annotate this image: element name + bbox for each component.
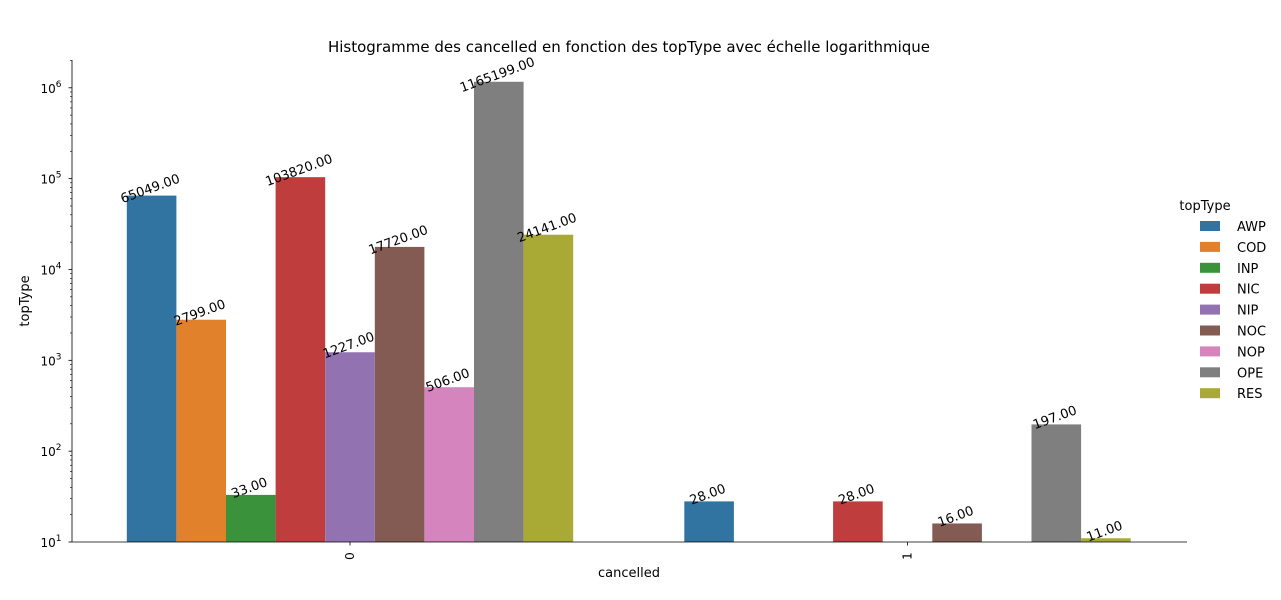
bar-res-1 [1081, 538, 1131, 542]
bar-nic-1 [833, 501, 883, 542]
legend-swatch-awp [1200, 221, 1220, 231]
bar-awp-0 [126, 195, 177, 543]
legend-swatch-inp [1200, 262, 1220, 273]
chart-title: Histogramme des cancelled en fonction de… [328, 38, 930, 56]
x-tick-label-0: 0 [343, 552, 357, 560]
legend-swatch-noc [1200, 325, 1220, 336]
bar-ope-1 [1031, 424, 1082, 542]
legend: topType AWP COD INP NIC NIP NOC NOP OPE RES [1179, 199, 1266, 402]
bar-nic-0 [275, 177, 326, 542]
y-tick-label: 103 [40, 352, 61, 368]
bar-nip-0 [325, 352, 375, 542]
legend-label-ope: OPE [1237, 366, 1263, 381]
bar-inp-0 [226, 494, 276, 542]
plot-area: 65049.0028.002799.0033.00103820.0028.001… [119, 55, 1131, 545]
legend-items: AWP COD INP NIC NIP NOC NOP OPE RES [1200, 220, 1266, 402]
y-tick-label: 106 [40, 80, 61, 96]
legend-swatch-cod [1200, 241, 1220, 252]
legend-label-res: RES [1237, 387, 1263, 402]
y-axis-label: topType [18, 275, 33, 326]
bar-cod-0 [176, 319, 226, 542]
bar-nop-0 [424, 387, 474, 542]
legend-swatch-nop [1200, 346, 1220, 357]
y-tick-label: 101 [40, 534, 61, 550]
bar-noc-1 [932, 523, 982, 542]
legend-swatch-ope [1200, 367, 1220, 378]
legend-label-awp: AWP [1237, 220, 1266, 235]
y-tick-label: 102 [40, 443, 61, 459]
legend-label-nic: NIC [1237, 283, 1260, 298]
bar-ope-0 [474, 81, 524, 543]
legend-swatch-nip [1200, 304, 1220, 315]
bar-noc-0 [374, 246, 425, 542]
y-tick-label: 104 [40, 261, 61, 277]
legend-label-inp: INP [1237, 262, 1259, 277]
bar-res-0 [523, 234, 574, 542]
x-tick-label-1: 1 [901, 552, 915, 560]
legend-label-nip: NIP [1237, 304, 1259, 319]
x-axis-label: cancelled [598, 566, 660, 581]
legend-label-noc: NOC [1237, 325, 1266, 340]
legend-title: topType [1179, 199, 1230, 214]
legend-label-cod: COD [1237, 241, 1266, 256]
axes [71, 60, 1187, 543]
legend-swatch-nic [1200, 283, 1220, 294]
legend-label-nop: NOP [1237, 345, 1265, 360]
bar-awp-1 [684, 501, 734, 542]
y-tick-label: 105 [40, 171, 61, 187]
legend-swatch-res [1200, 388, 1220, 399]
y-ticks: 101 102 103 104 105 106 [40, 60, 72, 550]
